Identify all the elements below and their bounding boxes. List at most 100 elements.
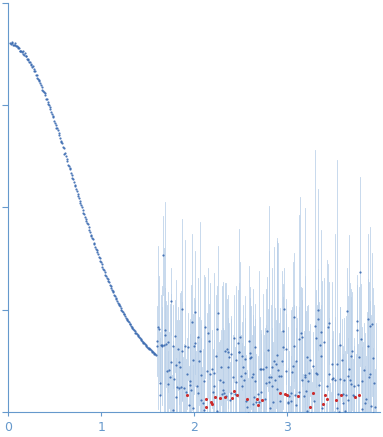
Point	[295, 392, 301, 399]
Point	[84, 219, 90, 226]
Point	[362, 399, 368, 406]
Point	[168, 298, 174, 305]
Point	[325, 324, 331, 331]
Point	[64, 157, 70, 164]
Point	[227, 397, 233, 404]
Point	[114, 298, 120, 305]
Point	[119, 307, 125, 314]
Point	[291, 343, 297, 350]
Point	[285, 400, 291, 407]
Point	[157, 391, 163, 398]
Point	[224, 346, 230, 353]
Point	[313, 335, 319, 342]
Point	[133, 330, 139, 337]
Point	[270, 399, 276, 406]
Point	[93, 246, 99, 253]
Point	[137, 334, 143, 341]
Point	[234, 392, 240, 399]
Point	[367, 371, 373, 378]
Point	[299, 377, 305, 384]
Point	[197, 348, 203, 355]
Point	[299, 333, 305, 340]
Point	[95, 251, 101, 258]
Point	[369, 321, 375, 328]
Point	[43, 96, 49, 103]
Point	[123, 314, 129, 321]
Point	[209, 366, 215, 373]
Point	[195, 333, 201, 340]
Point	[49, 112, 56, 119]
Point	[174, 384, 180, 391]
Point	[307, 403, 313, 410]
Point	[235, 340, 241, 347]
Point	[40, 87, 46, 94]
Point	[342, 408, 348, 415]
Point	[357, 392, 363, 399]
Point	[283, 368, 289, 375]
Point	[77, 199, 83, 206]
Point	[39, 83, 45, 90]
Point	[257, 366, 263, 373]
Point	[28, 62, 34, 69]
Point	[236, 348, 242, 355]
Point	[108, 284, 114, 291]
Point	[65, 161, 71, 168]
Point	[232, 357, 239, 364]
Point	[80, 206, 86, 213]
Point	[371, 380, 377, 387]
Point	[99, 260, 105, 267]
Point	[21, 52, 27, 59]
Point	[141, 340, 147, 347]
Point	[10, 41, 16, 48]
Point	[329, 375, 335, 382]
Point	[245, 409, 251, 416]
Point	[354, 327, 360, 334]
Point	[223, 393, 229, 400]
Point	[30, 62, 36, 69]
Point	[83, 218, 89, 225]
Point	[44, 98, 51, 105]
Point	[75, 191, 81, 198]
Point	[262, 395, 268, 402]
Point	[152, 350, 158, 357]
Point	[258, 388, 264, 395]
Point	[135, 333, 141, 340]
Point	[208, 399, 214, 406]
Point	[370, 354, 376, 361]
Point	[178, 306, 185, 313]
Point	[27, 59, 33, 66]
Point	[218, 364, 224, 371]
Point	[89, 235, 95, 242]
Point	[20, 50, 26, 57]
Point	[241, 377, 247, 384]
Point	[96, 253, 102, 260]
Point	[167, 358, 173, 365]
Point	[265, 347, 271, 354]
Point	[180, 422, 186, 429]
Point	[44, 96, 50, 103]
Point	[350, 393, 357, 400]
Point	[343, 413, 349, 420]
Point	[33, 71, 39, 78]
Point	[131, 327, 137, 334]
Point	[68, 170, 74, 177]
Point	[112, 292, 118, 299]
Point	[165, 338, 171, 345]
Point	[140, 338, 146, 345]
Point	[345, 397, 352, 404]
Point	[87, 229, 93, 236]
Point	[322, 392, 328, 399]
Point	[115, 299, 121, 306]
Point	[252, 343, 258, 350]
Point	[192, 340, 198, 347]
Point	[109, 287, 115, 294]
Point	[132, 328, 138, 335]
Point	[54, 125, 60, 132]
Point	[52, 119, 58, 126]
Point	[60, 143, 66, 150]
Point	[110, 288, 116, 295]
Point	[136, 334, 142, 341]
Point	[211, 383, 218, 390]
Point	[162, 332, 169, 339]
Point	[255, 390, 262, 397]
